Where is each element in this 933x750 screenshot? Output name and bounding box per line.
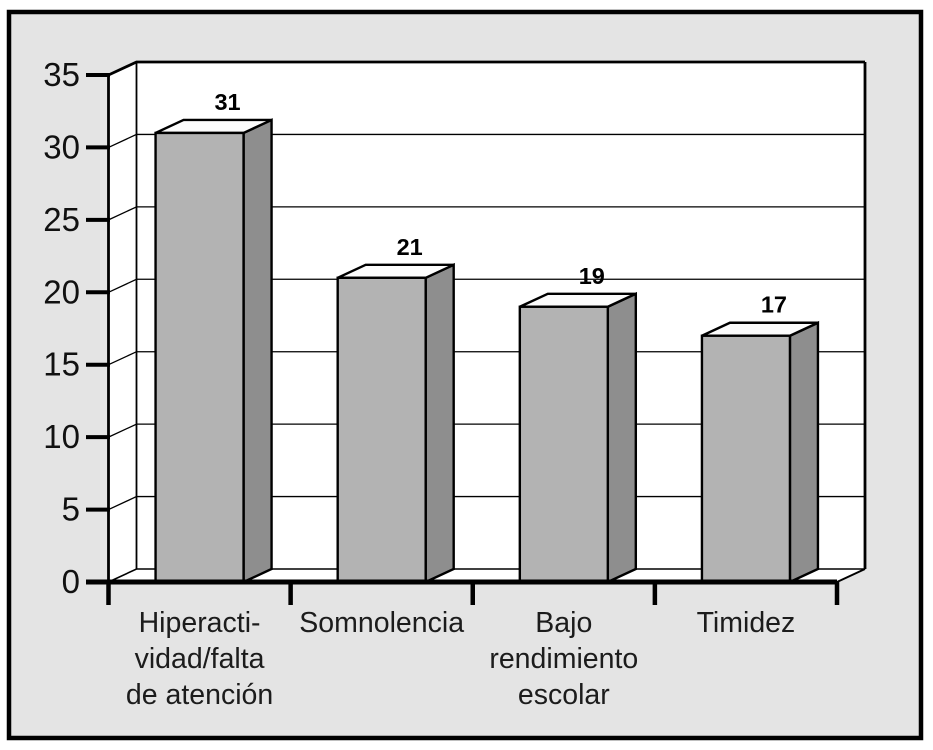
bar-front-face <box>336 276 427 584</box>
bar-value-label: 31 <box>214 89 240 115</box>
bar-value-label: 19 <box>579 263 605 289</box>
bar-side-face <box>788 320 820 584</box>
plot-area <box>108 62 865 582</box>
bar-side-face <box>424 262 455 584</box>
bar-side-face <box>606 291 638 584</box>
y-axis-tick-label: 15 <box>43 346 80 383</box>
category-label: Hiperacti-vidad/falta de atención <box>126 607 273 711</box>
bar-front-face <box>518 305 610 584</box>
category-label: Somnolencia <box>299 607 464 639</box>
bar-front-face <box>154 131 245 584</box>
category-label: Timidez <box>697 607 796 639</box>
y-axis-tick-label: 20 <box>43 273 80 310</box>
bar-value-label: 17 <box>761 292 787 318</box>
y-axis-tick-label: 5 <box>62 491 80 528</box>
y-axis-tick-label: 25 <box>43 201 80 238</box>
y-axis-tick-label: 0 <box>62 563 80 600</box>
category-label: Bajo rendimiento escolar <box>489 607 638 711</box>
bar-value-label: 21 <box>397 234 423 260</box>
y-axis-tick-label: 30 <box>43 128 80 165</box>
floor-right-edge <box>836 568 866 583</box>
bar-side-face <box>242 118 273 584</box>
bar-front-face <box>700 334 792 584</box>
y-axis-tick-label: 10 <box>43 418 80 455</box>
y-axis-tick-label: 35 <box>43 56 80 93</box>
